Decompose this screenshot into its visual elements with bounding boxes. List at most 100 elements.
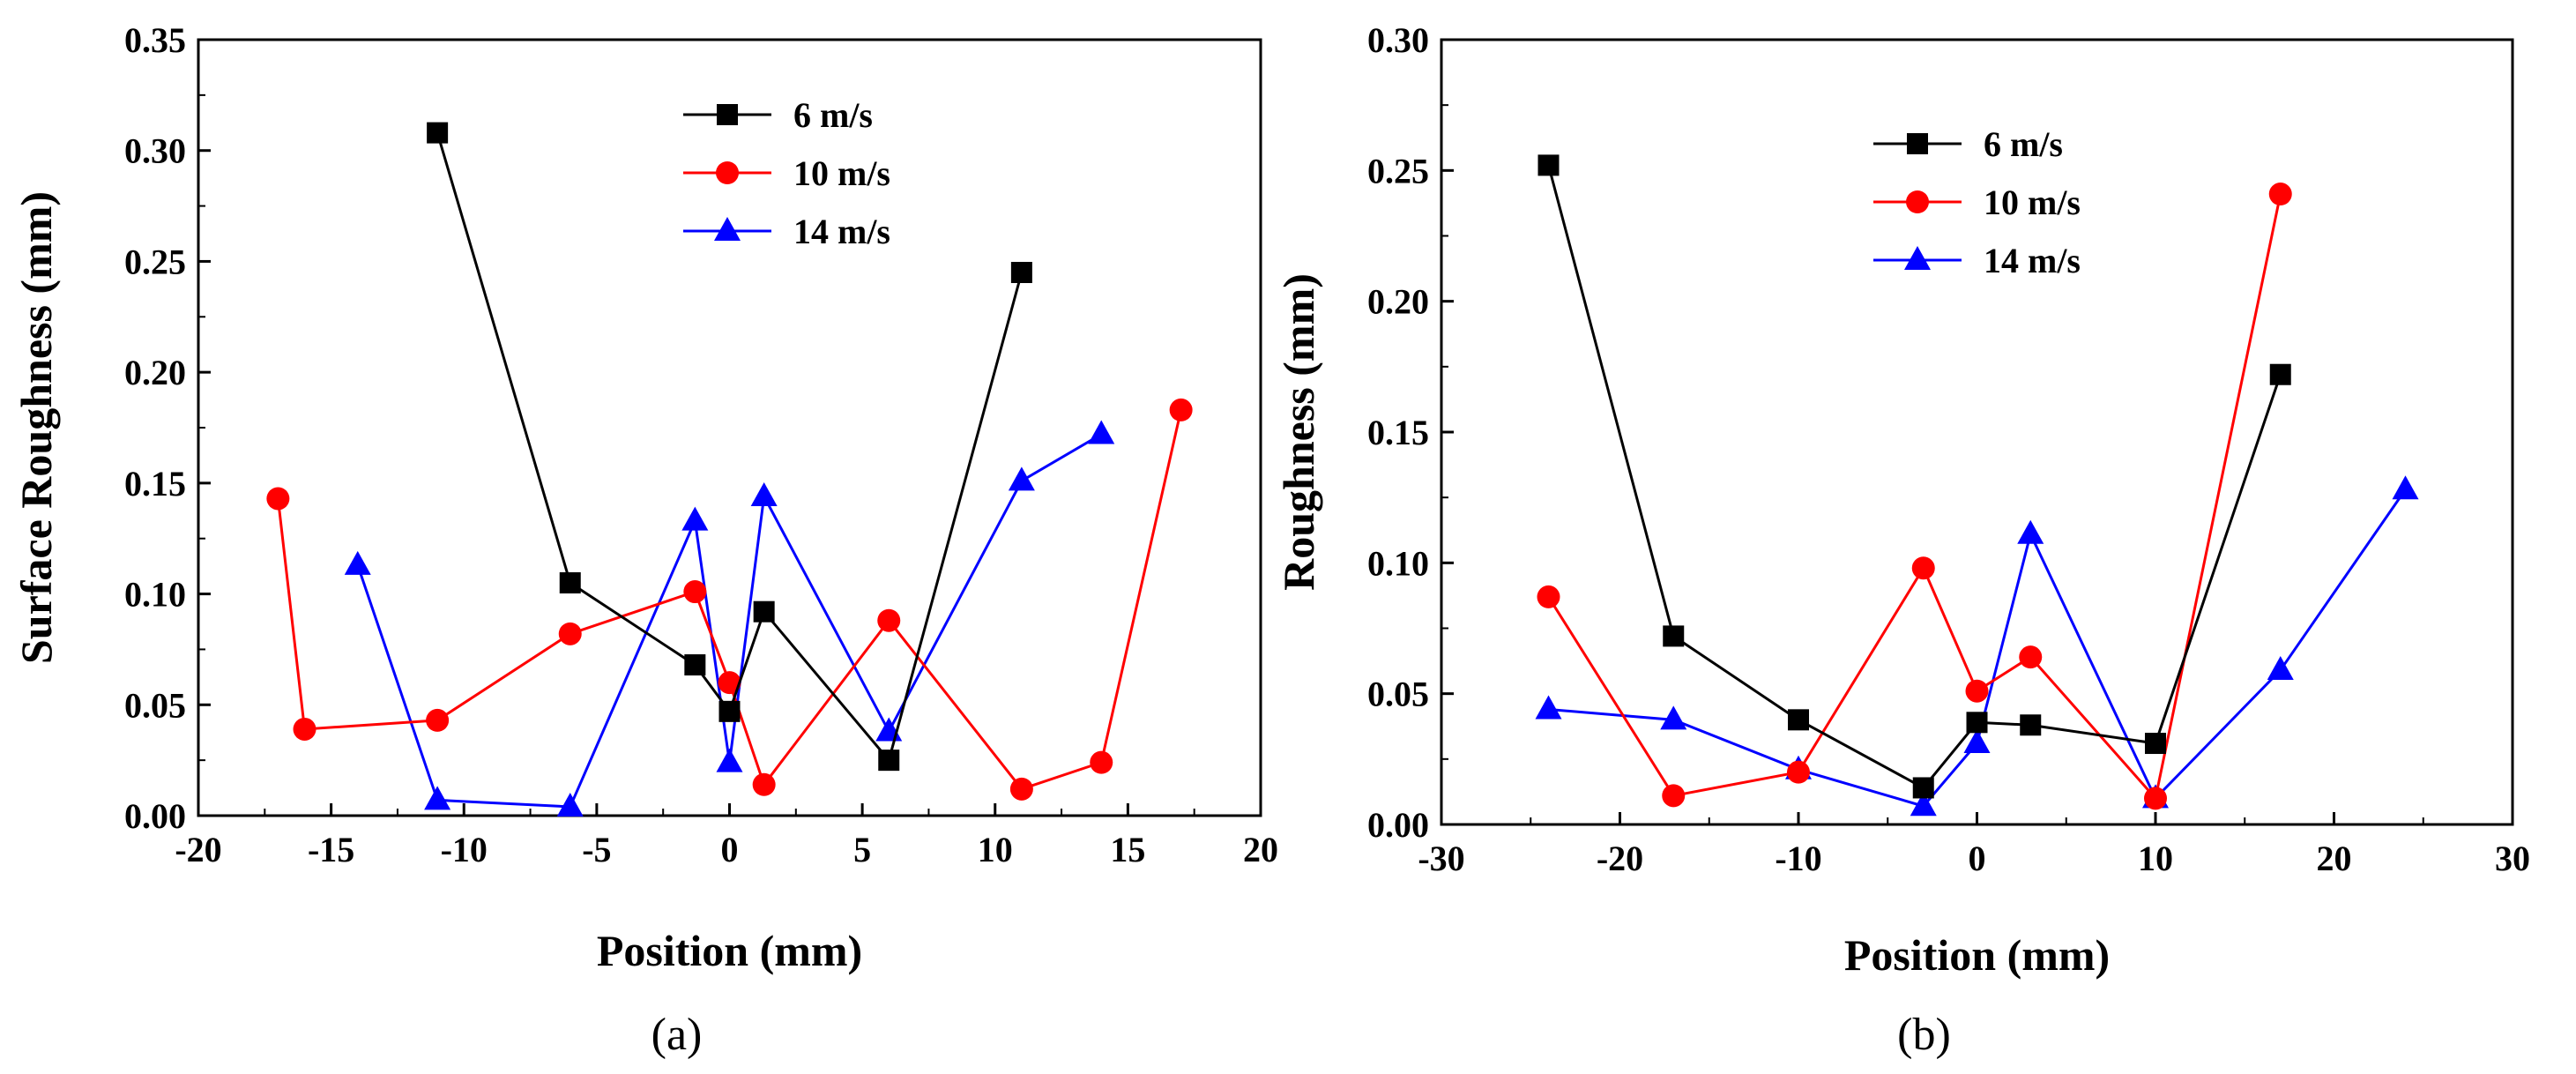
legend-marker-b: [1907, 133, 1928, 154]
data-point-b: [2020, 714, 2042, 736]
y-tick-label-b: 0.05: [1367, 675, 1429, 714]
data-point-a: [684, 654, 706, 676]
data-point-a: [556, 792, 584, 817]
data-point-a: [877, 608, 901, 632]
data-point-a: [1008, 466, 1035, 491]
data-point-b: [2145, 733, 2166, 755]
legend-marker-b: [1906, 190, 1929, 213]
data-point-b: [1537, 585, 1560, 608]
x-tick-label-b: -10: [1775, 839, 1821, 878]
y-tick-label-b: 0.20: [1367, 282, 1429, 322]
data-point-a: [1009, 777, 1033, 801]
series-10-m-s-a: [266, 398, 1193, 801]
y-tick-label-a: 0.20: [124, 353, 186, 392]
x-tick-label-b: -30: [1418, 839, 1464, 878]
data-point-a: [559, 572, 581, 593]
data-point-b: [2144, 787, 2167, 810]
series-10-m-s-b: [1537, 183, 2292, 810]
series-6-m-s-b: [1537, 154, 2291, 799]
legend-label-b: 6 m/s: [1984, 124, 2063, 164]
legend-b: 6 m/s 10 m/s 14 m/s: [1873, 124, 2081, 280]
y-tick-label-a: 0.05: [124, 685, 186, 725]
data-point-a: [718, 671, 741, 695]
x-tick-label-a: -20: [175, 830, 221, 869]
data-point-b: [1537, 154, 1560, 176]
x-tick-label-a: -10: [441, 830, 488, 869]
y-tick-label-b: 0.30: [1367, 20, 1429, 60]
legend-label-a: 6 m/s: [793, 95, 873, 135]
data-point-b: [1912, 777, 1934, 799]
data-point-b: [1911, 556, 1935, 580]
legend-label-b: 10 m/s: [1984, 183, 2081, 222]
data-point-b: [1787, 760, 1810, 784]
y-tick-label-a: 0.00: [124, 796, 186, 836]
data-point-b: [1788, 709, 1809, 731]
series-line-b: [1547, 165, 2282, 790]
plot-frame-b: [1440, 38, 2514, 826]
x-tick-label-b: 0: [1969, 839, 1986, 878]
data-point-b: [2017, 519, 2044, 544]
x-tick-label-b: 30: [2495, 839, 2530, 878]
data-point-b: [1963, 729, 1991, 754]
chart-panel-b: -30 -20 -10 0 10 20 30 0.00 0.05 0.10 0.15 0.20 0.25…: [1274, 20, 2530, 1060]
data-point-a: [424, 786, 451, 810]
x-tick-label-a: 20: [1243, 830, 1278, 869]
y-tick-label-b: 0.10: [1367, 543, 1429, 583]
data-point-b: [1910, 792, 1937, 817]
data-point-a: [683, 580, 707, 604]
x-tick-label-a: 0: [721, 830, 739, 869]
data-point-a: [752, 772, 776, 796]
y-axis-title-b: Roughness (mm): [1274, 273, 1323, 591]
legend-a: 6 m/s 10 m/s 14 m/s: [683, 95, 890, 251]
y-tick-label-b: 0.00: [1367, 805, 1429, 845]
legend-marker-b: [1904, 246, 1931, 270]
data-point-b: [1535, 695, 1562, 720]
legend-label-a: 14 m/s: [793, 212, 890, 251]
y-tick-label-b: 0.25: [1367, 151, 1429, 190]
x-tick-label-a: 15: [1110, 830, 1145, 869]
series-line-b: [1548, 489, 2407, 808]
y-axis-title-a: Surface Roughness (mm): [11, 191, 61, 664]
data-point-a: [1169, 398, 1193, 421]
y-tick-label-a: 0.15: [124, 464, 186, 503]
legend-label-b: 14 m/s: [1984, 241, 2081, 280]
y-tick-label-b: 0.15: [1367, 413, 1429, 452]
chart-panel-a: -20 -15 -10 -5 0 5 10 15 20 0.00 0.05 0.10 0.15 0.20 0…: [11, 20, 1278, 1060]
series-14-m-s-a: [344, 420, 1115, 817]
x-axis-title-b: Position (mm): [1844, 930, 2110, 980]
data-point-a: [427, 122, 449, 144]
legend-marker-a: [716, 161, 739, 184]
data-point-b: [2392, 475, 2419, 500]
data-point-b: [1965, 679, 1989, 703]
series-line-b: [1547, 193, 2282, 802]
data-point-a: [426, 708, 450, 732]
data-point-a: [718, 700, 741, 722]
x-tick-label-b: -20: [1597, 839, 1643, 878]
data-point-a: [344, 550, 371, 575]
panel-label-a: (a): [651, 1010, 703, 1060]
data-point-a: [293, 717, 316, 741]
data-point-b: [2019, 645, 2043, 669]
data-point-b: [1966, 712, 1988, 734]
data-point-b: [2269, 363, 2291, 385]
data-point-a: [1088, 420, 1115, 444]
data-point-b: [2268, 183, 2292, 206]
x-tick-label-b: 10: [2138, 839, 2173, 878]
data-point-b: [2267, 655, 2294, 680]
data-point-b: [1660, 705, 1687, 730]
data-point-b: [1663, 625, 1685, 647]
data-point-a: [1090, 750, 1113, 774]
y-tick-label-a: 0.10: [124, 575, 186, 615]
data-point-a: [681, 506, 709, 531]
legend-marker-a: [717, 104, 738, 125]
data-point-a: [753, 600, 775, 623]
data-point-a: [266, 487, 290, 511]
legend-label-a: 10 m/s: [793, 153, 890, 193]
y-tick-label-a: 0.30: [124, 131, 186, 171]
y-tick-label-a: 0.35: [124, 20, 186, 60]
panel-label-b: (b): [1897, 1010, 1951, 1060]
data-point-a: [716, 748, 743, 772]
x-tick-label-a: -15: [308, 830, 354, 869]
x-axis-title-a: Position (mm): [597, 926, 862, 975]
x-tick-label-a: 5: [853, 830, 871, 869]
